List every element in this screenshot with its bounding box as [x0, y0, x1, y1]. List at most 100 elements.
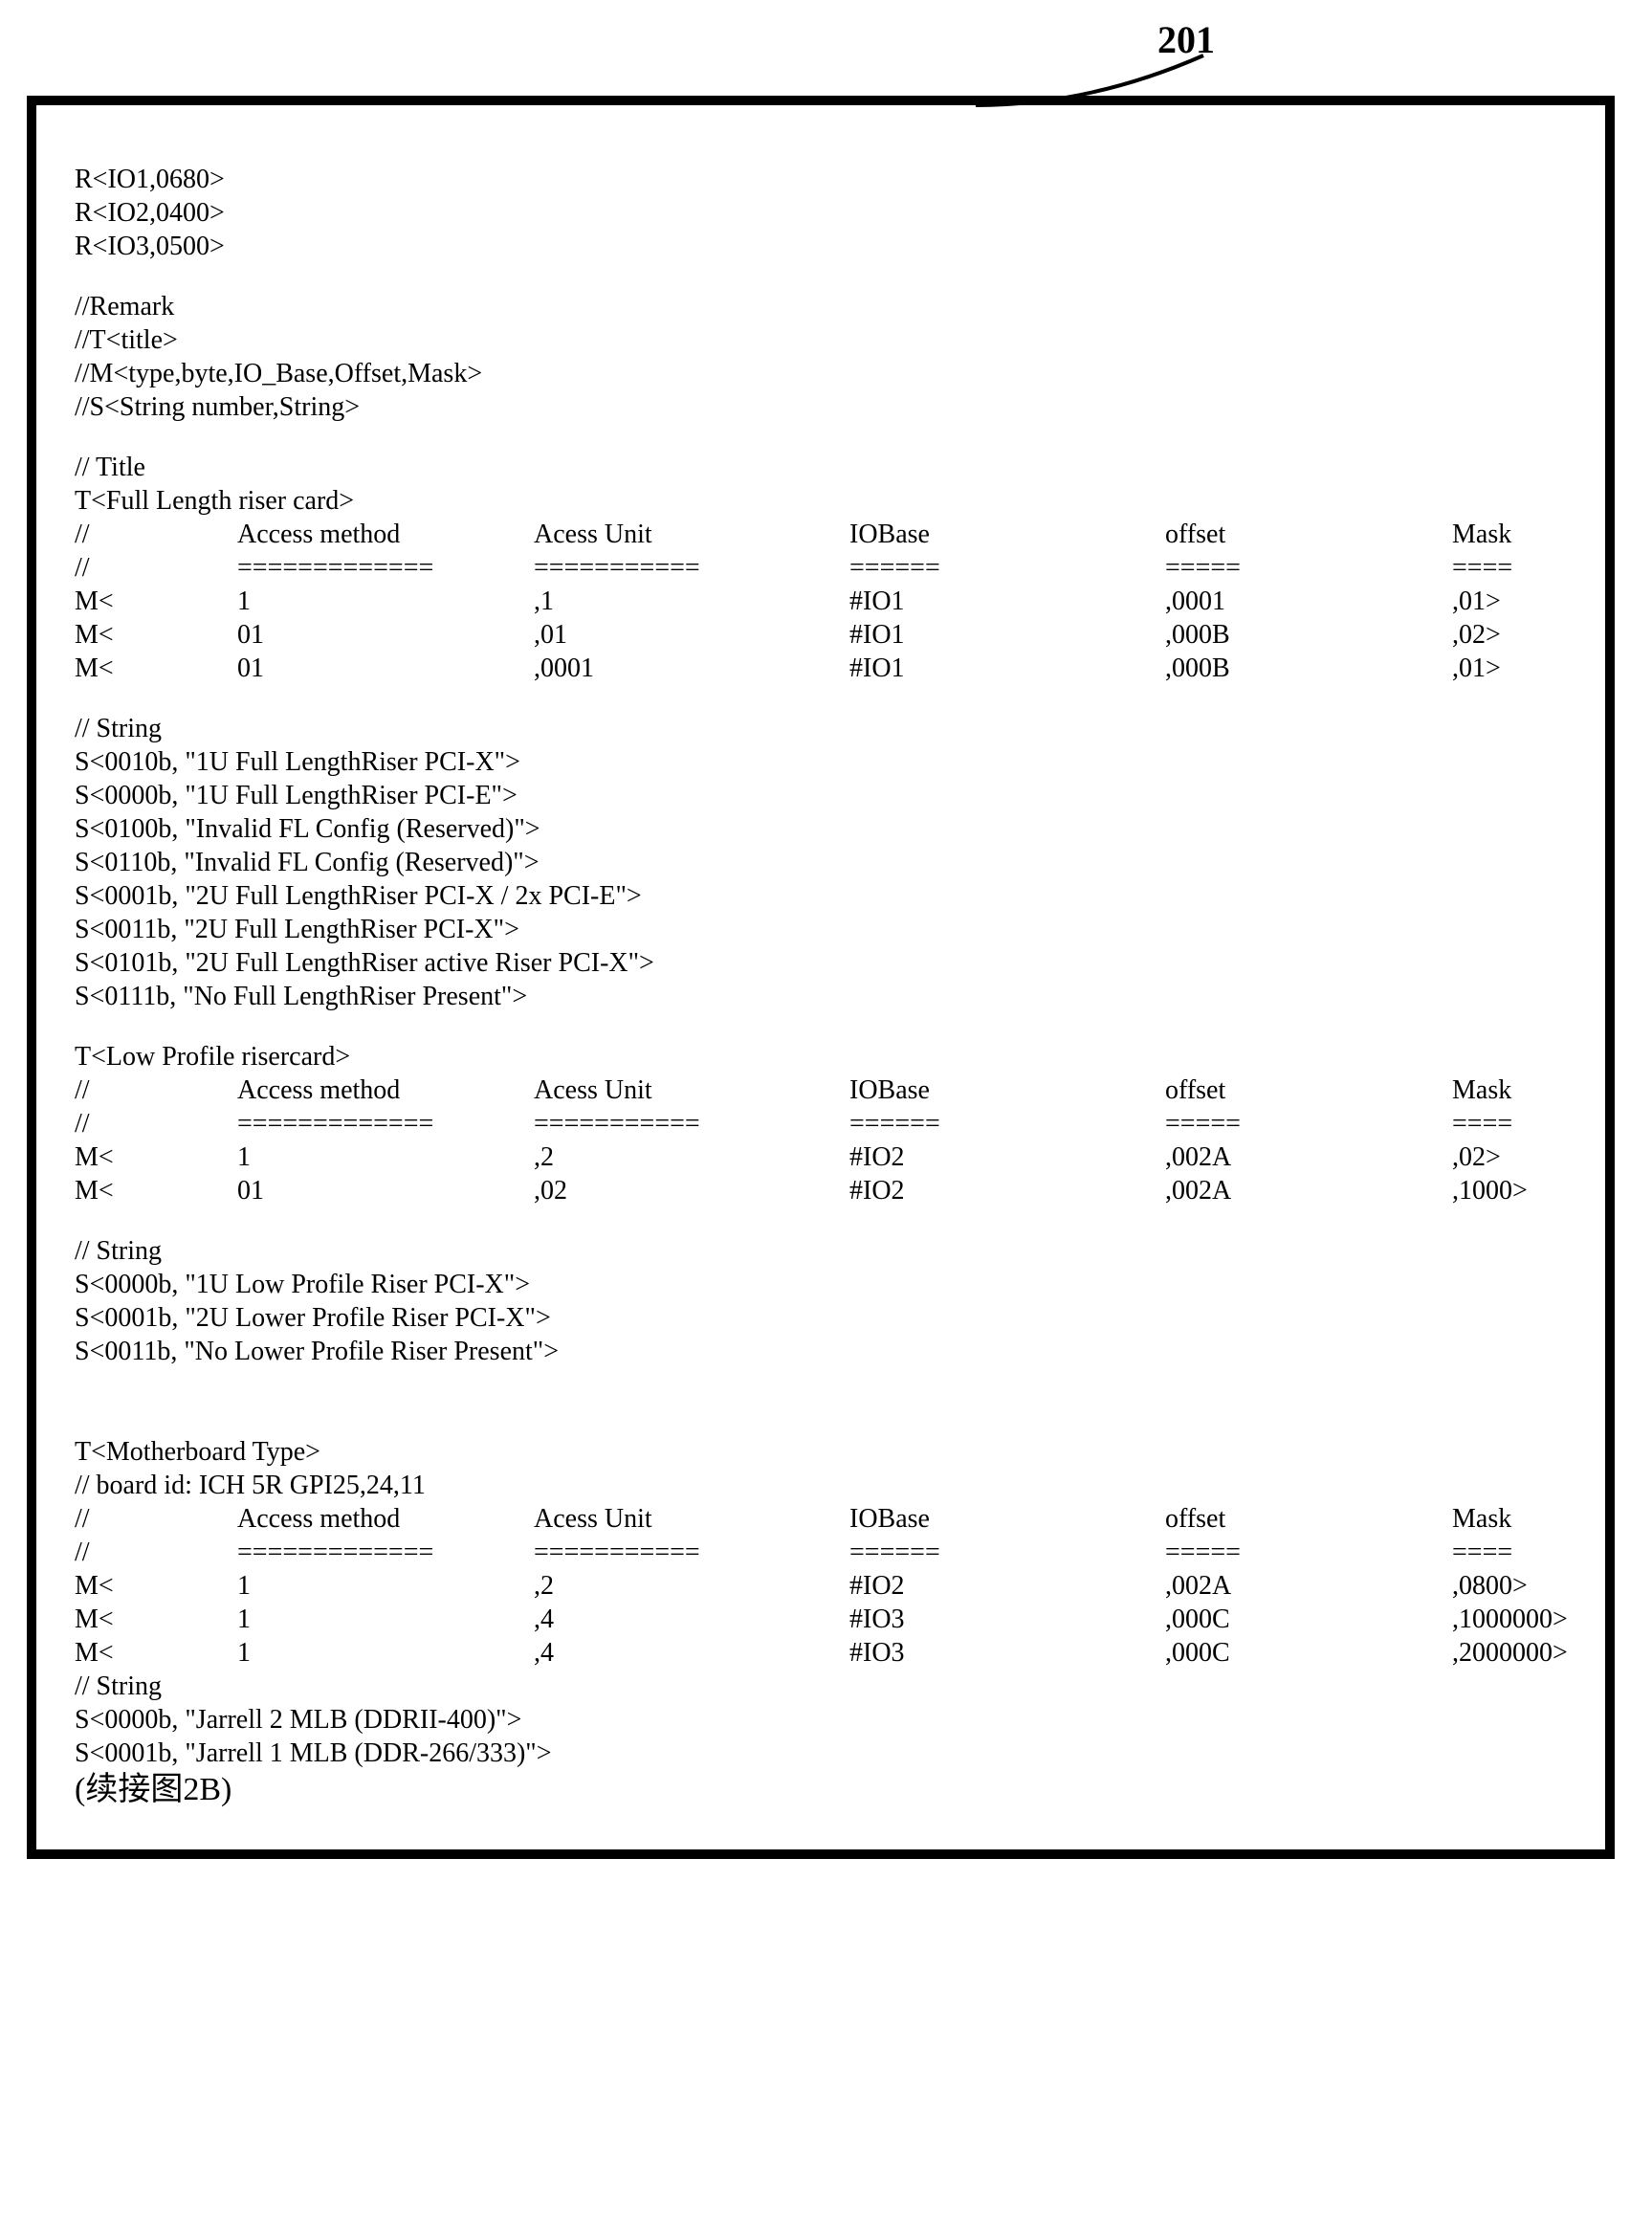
table-row: M< 1 ,2 #IO2 ,002A ,0800> [75, 1569, 1567, 1603]
strings-block: // String S<0000b, "1U Low Profile Riser… [75, 1234, 1567, 1368]
cell: ,000C [1165, 1636, 1452, 1670]
cell: ,2000000> [1452, 1636, 1568, 1670]
cell: M< [75, 1603, 237, 1636]
col-mask: Mask [1452, 1073, 1567, 1107]
string-line: S<0000b, "1U Low Profile Riser PCI-X"> [75, 1268, 1567, 1301]
div-cell: ===== [1165, 551, 1452, 585]
col-iobase: IOBase [849, 1502, 1165, 1536]
col-access-method: Access method [237, 1502, 534, 1536]
remark-line: //S<String number,String> [75, 390, 1567, 424]
col-marker: // [75, 1073, 237, 1107]
cell: ,02 [534, 1174, 849, 1207]
table-header-row: // Access method Acess Unit IOBase offse… [75, 1502, 1567, 1536]
table-header-row: // Access method Acess Unit IOBase offse… [75, 518, 1567, 551]
cell: M< [75, 585, 237, 618]
cell: M< [75, 652, 237, 685]
cell: #IO1 [849, 585, 1165, 618]
string-line: S<0010b, "1U Full LengthRiser PCI-X"> [75, 745, 1567, 779]
cell: ,0001 [534, 652, 849, 685]
col-access-unit: Acess Unit [534, 1502, 849, 1536]
col-access-method: Access method [237, 518, 534, 551]
string-line: S<0110b, "Invalid FL Config (Reserved)"> [75, 846, 1567, 879]
string-line: S<0011b, "No Lower Profile Riser Present… [75, 1335, 1567, 1368]
table-divider-row: // ============= =========== ====== ====… [75, 1107, 1567, 1140]
cell: ,2 [534, 1569, 849, 1603]
col-mask: Mask [1452, 518, 1567, 551]
table-row: M< 01 ,0001 #IO1 ,000B ,01> [75, 652, 1567, 685]
registers-block: R<IO1,0680> R<IO2,0400> R<IO3,0500> [75, 163, 1567, 263]
div-cell: ====== [849, 551, 1165, 585]
remark-header: //Remark [75, 290, 1567, 323]
cell: ,2 [534, 1140, 849, 1174]
div-cell: // [75, 551, 237, 585]
cell: 1 [237, 1603, 534, 1636]
string-line: S<0101b, "2U Full LengthRiser active Ris… [75, 946, 1567, 980]
table-row: M< 1 ,2 #IO2 ,002A ,02> [75, 1140, 1567, 1174]
cell: ,0800> [1452, 1569, 1567, 1603]
cell: ,0001 [1165, 585, 1452, 618]
div-cell: ===== [1165, 1536, 1452, 1569]
table-row: M< 01 ,02 #IO2 ,002A ,1000> [75, 1174, 1567, 1207]
cell: 1 [237, 1569, 534, 1603]
col-offset: offset [1165, 1502, 1452, 1536]
cell: #IO2 [849, 1174, 1165, 1207]
cell: M< [75, 1174, 237, 1207]
register-line: R<IO3,0500> [75, 230, 1567, 263]
remark-line: //M<type,byte,IO_Base,Offset,Mask> [75, 357, 1567, 390]
table-row: M< 1 ,1 #IO1 ,0001 ,01> [75, 585, 1567, 618]
div-cell: ==== [1452, 1107, 1567, 1140]
string-header: // String [75, 712, 1567, 745]
cell: ,002A [1165, 1569, 1452, 1603]
cell: #IO2 [849, 1569, 1165, 1603]
col-access-unit: Acess Unit [534, 518, 849, 551]
cell: M< [75, 1140, 237, 1174]
string-line: S<0111b, "No Full LengthRiser Present"> [75, 980, 1567, 1013]
cell: #IO3 [849, 1636, 1165, 1670]
cell: ,1 [534, 585, 849, 618]
div-cell: // [75, 1107, 237, 1140]
cell: 1 [237, 1140, 534, 1174]
cell: ,1000000> [1452, 1603, 1568, 1636]
cell: 1 [237, 1636, 534, 1670]
div-cell: ====== [849, 1536, 1165, 1569]
remark-block: //Remark //T<title> //M<type,byte,IO_Bas… [75, 290, 1567, 424]
table-header-row: // Access method Acess Unit IOBase offse… [75, 1073, 1567, 1107]
cell: ,002A [1165, 1174, 1452, 1207]
cell: ,000B [1165, 652, 1452, 685]
div-cell: ==== [1452, 1536, 1567, 1569]
string-line: S<0011b, "2U Full LengthRiser PCI-X"> [75, 913, 1567, 946]
col-access-unit: Acess Unit [534, 1073, 849, 1107]
col-iobase: IOBase [849, 1073, 1165, 1107]
cell: ,1000> [1452, 1174, 1567, 1207]
cell: #IO1 [849, 618, 1165, 652]
cell: ,01 [534, 618, 849, 652]
col-iobase: IOBase [849, 518, 1165, 551]
cell: ,02> [1452, 618, 1567, 652]
div-cell: =========== [534, 551, 849, 585]
table-divider-row: // ============= =========== ====== ====… [75, 1536, 1567, 1569]
table-row: M< 1 ,4 #IO3 ,000C ,1000000> [75, 1603, 1567, 1636]
cell: M< [75, 1569, 237, 1603]
div-cell: ============= [237, 1536, 534, 1569]
strings-block: // String S<0010b, "1U Full LengthRiser … [75, 712, 1567, 1013]
div-cell: =========== [534, 1536, 849, 1569]
cell: ,01> [1452, 585, 1567, 618]
string-line: S<0001b, "Jarrell 1 MLB (DDR-266/333)"> [75, 1737, 1567, 1770]
continued-note: (续接图2B) [75, 1770, 1567, 1811]
section-title: T<Full Length riser card> [75, 484, 1567, 518]
div-cell: ====== [849, 1107, 1165, 1140]
cell: ,01> [1452, 652, 1567, 685]
cell: #IO3 [849, 1603, 1165, 1636]
div-cell: // [75, 1536, 237, 1569]
table-row: M< 1 ,4 #IO3 ,000C ,2000000> [75, 1636, 1567, 1670]
cell: 01 [237, 618, 534, 652]
col-marker: // [75, 518, 237, 551]
div-cell: ============= [237, 1107, 534, 1140]
title-header: // Title [75, 451, 1567, 484]
div-cell: ===== [1165, 1107, 1452, 1140]
section-title: T<Low Profile risercard> [75, 1040, 1567, 1073]
cell: ,000B [1165, 618, 1452, 652]
cell: 01 [237, 1174, 534, 1207]
string-line: S<0000b, "1U Full LengthRiser PCI-E"> [75, 779, 1567, 812]
string-line: S<0100b, "Invalid FL Config (Reserved)"> [75, 812, 1567, 846]
